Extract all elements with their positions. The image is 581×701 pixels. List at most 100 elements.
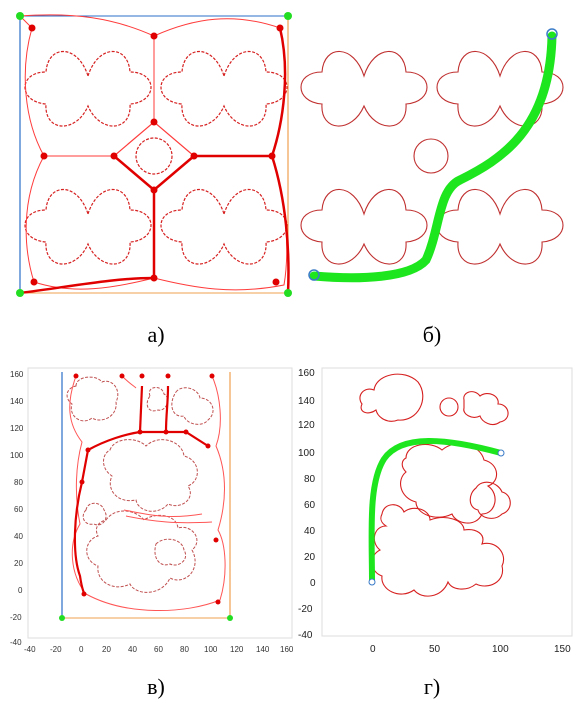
y-tick-label: 80 — [304, 474, 316, 485]
obstacle-bottom-left — [300, 188, 428, 265]
edge — [138, 385, 144, 433]
x-tick-label: 140 — [256, 645, 270, 654]
caption-c: в) — [147, 674, 165, 699]
node — [119, 373, 125, 379]
edge — [121, 375, 137, 389]
node — [110, 152, 118, 160]
node — [150, 118, 158, 126]
node — [163, 429, 169, 435]
x-tick-label: 80 — [180, 645, 189, 654]
panel-b — [300, 10, 572, 300]
x-tick-label: 100 — [492, 644, 509, 655]
edge — [123, 509, 203, 518]
obstacle — [103, 439, 198, 512]
node — [150, 32, 158, 40]
edge-lower-diamond — [113, 155, 195, 192]
obstacle-center-circle — [413, 138, 449, 174]
node — [165, 373, 171, 379]
edge — [87, 430, 209, 451]
obstacle — [154, 538, 186, 566]
plot-area — [27, 367, 293, 639]
obstacle — [469, 481, 511, 519]
y-tick-label: -40 — [10, 638, 22, 647]
y-tick-label: 100 — [10, 451, 24, 460]
obstacle — [82, 502, 107, 526]
node — [139, 373, 145, 379]
y-tick-label: -20 — [298, 604, 313, 615]
y-tick-label: 20 — [14, 559, 23, 568]
obstacle — [66, 376, 119, 422]
node — [205, 443, 211, 449]
panel-a-canvas — [16, 12, 292, 297]
x-tick-labels: 0 50 100 150 — [370, 644, 571, 655]
start-point — [308, 269, 320, 281]
x-tick-label: -40 — [24, 645, 36, 654]
obstacle-bottom-left — [24, 188, 152, 265]
y-tick-label: 40 — [14, 532, 23, 541]
node — [190, 152, 198, 160]
node — [150, 274, 158, 282]
node — [30, 278, 38, 286]
obstacle — [146, 387, 169, 412]
obstacle — [371, 504, 504, 597]
x-tick-label: 150 — [554, 644, 571, 655]
y-tick-label: 40 — [304, 526, 316, 537]
caption-b: б) — [422, 322, 442, 347]
obstacle — [171, 387, 214, 425]
thin-edges — [69, 375, 226, 611]
y-tick-label: 160 — [298, 368, 315, 379]
y-tick-label: 120 — [10, 424, 24, 433]
node — [28, 24, 36, 32]
goal-point — [497, 449, 505, 457]
y-tick-label: 100 — [298, 448, 315, 459]
caption-a: а) — [147, 322, 165, 347]
y-tick-labels: 160 140 120 100 80 60 40 20 0 -20 -40 — [10, 370, 24, 647]
corner-node — [284, 289, 292, 297]
plot-area — [321, 367, 573, 637]
node — [79, 479, 85, 485]
planned-path — [309, 31, 557, 283]
corner-node — [16, 289, 24, 297]
y-tick-label: 140 — [298, 396, 315, 407]
x-tick-label: 160 — [280, 645, 294, 654]
node — [40, 152, 48, 160]
y-tick-label: -20 — [10, 613, 22, 622]
panel-b-canvas — [300, 28, 564, 283]
y-tick-label: 160 — [10, 370, 24, 379]
roadmap-nodes — [59, 373, 233, 621]
x-tick-label: 120 — [230, 645, 244, 654]
start-point — [368, 578, 376, 586]
x-tick-label: -20 — [50, 645, 62, 654]
obstacle-top-left — [300, 50, 428, 127]
y-tick-labels: 160 140 120 100 80 60 40 20 0 -20 -40 — [298, 368, 316, 641]
panel-a — [14, 10, 298, 300]
x-tick-label: 60 — [154, 645, 163, 654]
panel-d: 160 140 120 100 80 60 40 20 0 -20 -40 0 … — [296, 364, 578, 660]
node — [73, 373, 79, 379]
edge — [69, 375, 226, 611]
x-tick-label: 0 — [79, 645, 84, 654]
node — [150, 186, 158, 194]
x-tick-label: 0 — [370, 644, 376, 655]
y-tick-label: 0 — [310, 578, 316, 589]
thick-edges — [73, 385, 209, 595]
inner-diamond — [113, 121, 195, 191]
y-tick-label: 20 — [304, 552, 316, 563]
node — [272, 278, 280, 286]
corner-node — [284, 12, 292, 20]
node — [137, 429, 143, 435]
y-tick-label: 60 — [14, 505, 23, 514]
obstacle — [359, 373, 424, 422]
obstacle-top-right — [160, 50, 288, 127]
x-tick-labels: -40 -20 0 20 40 60 80 100 120 140 160 — [24, 645, 294, 654]
x-tick-label: 40 — [128, 645, 137, 654]
corner-node — [227, 615, 233, 621]
x-tick-label: 20 — [102, 645, 111, 654]
y-tick-label: 80 — [14, 478, 23, 487]
node — [276, 24, 284, 32]
y-tick-label: 60 — [304, 500, 316, 511]
edge — [73, 481, 86, 595]
edge-right-lower — [270, 155, 290, 294]
planned-path — [368, 438, 504, 585]
edge-bottom-left — [19, 276, 155, 295]
